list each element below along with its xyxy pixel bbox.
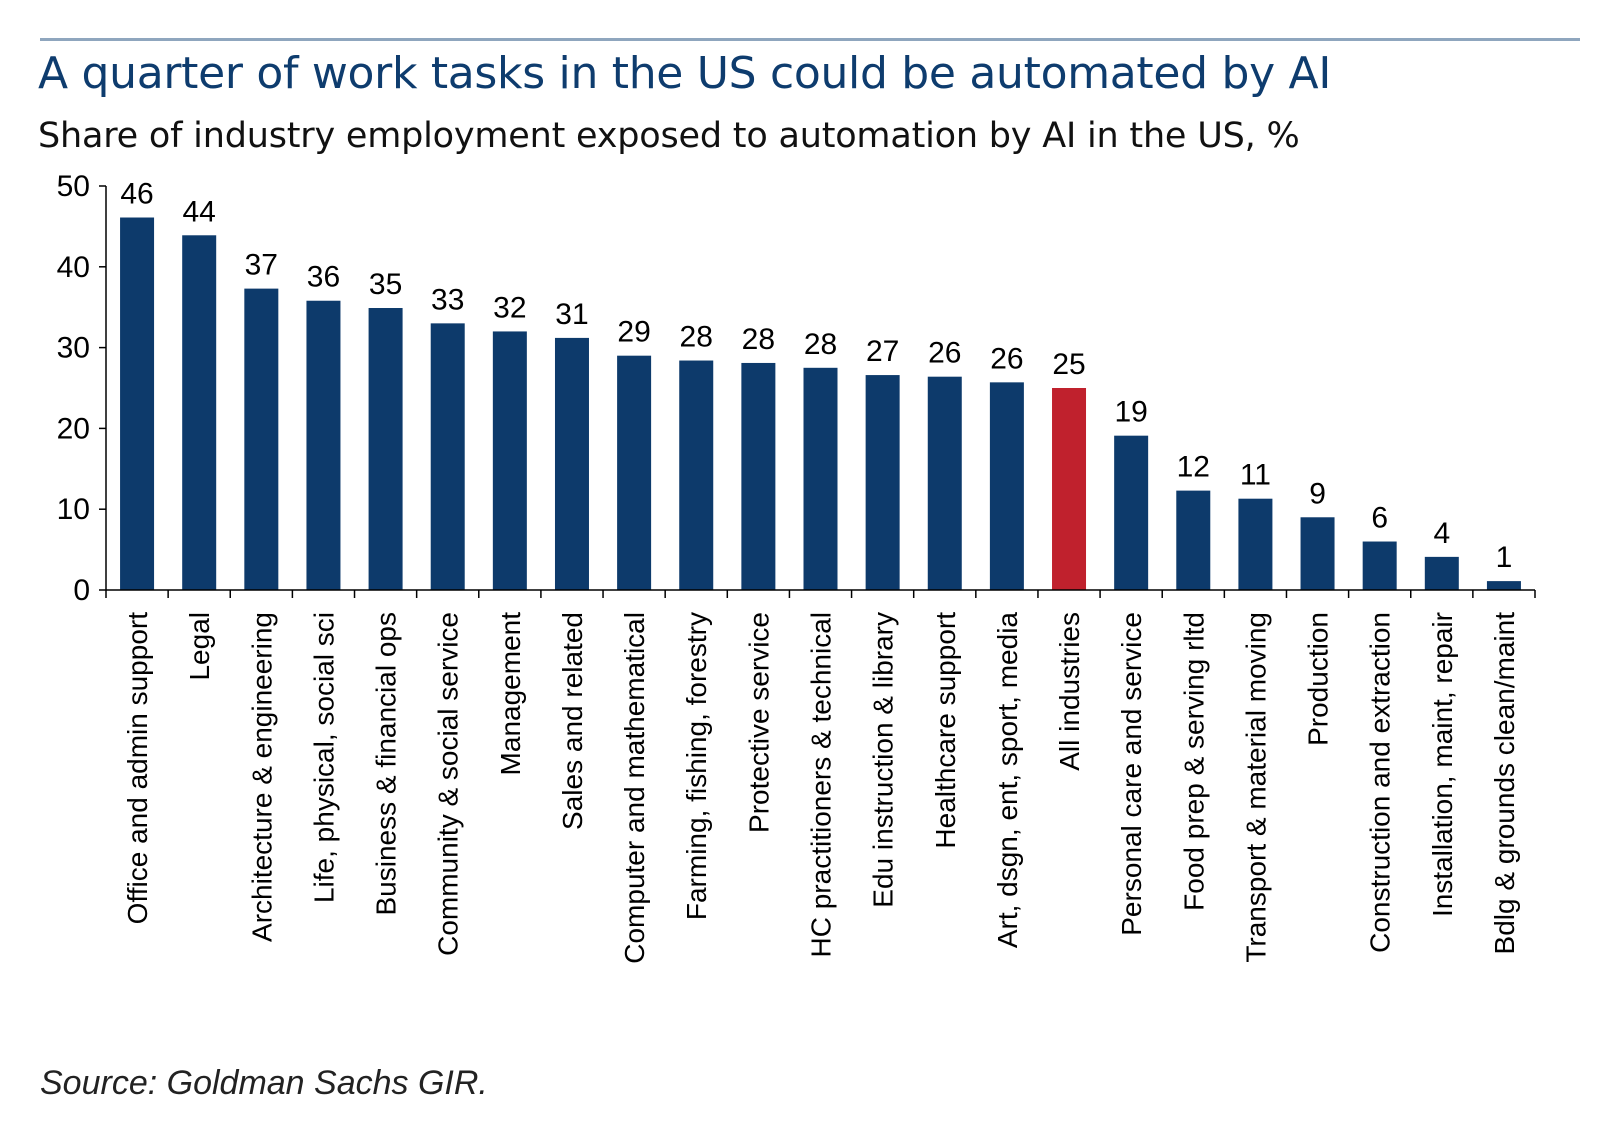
y-tick-label: 10 [57, 493, 90, 526]
bar [1486, 581, 1521, 590]
category-label: Computer and mathematical [619, 612, 650, 964]
category-label: Personal care and service [1116, 612, 1147, 936]
y-tick-label: 40 [57, 251, 90, 284]
data-label: 31 [555, 298, 588, 331]
category-label: Installation, maint, repair [1427, 612, 1458, 917]
category-label: HC practitioners & technical [806, 612, 837, 957]
category-label: All industries [1054, 612, 1085, 771]
source-note: Source: Goldman Sachs GIR. [40, 1064, 488, 1102]
data-label: 6 [1371, 502, 1388, 535]
bar [617, 355, 652, 590]
bar [989, 382, 1024, 590]
category-label: Protective service [743, 612, 774, 833]
y-tick-label: 50 [57, 170, 90, 203]
data-label: 33 [431, 283, 464, 316]
chart-subtitle: Share of industry employment exposed to … [38, 116, 1300, 156]
data-label: 29 [617, 316, 650, 349]
data-label: 46 [120, 178, 153, 211]
category-label: Construction and extraction [1365, 612, 1396, 953]
category-label: Office and admin support [122, 612, 153, 925]
data-label: 28 [680, 321, 713, 354]
bar [1176, 490, 1211, 590]
bar [1114, 435, 1149, 590]
category-label: Farming, fishing, forestry [681, 612, 712, 920]
category-label: Community & social service [433, 612, 464, 956]
category-label: Life, physical, social sci [308, 612, 339, 903]
bar [927, 376, 962, 590]
category-label: Healthcare support [930, 612, 961, 849]
data-label: 28 [742, 323, 775, 356]
category-label: Business & financial ops [371, 612, 402, 916]
data-label: 1 [1496, 541, 1513, 574]
category-label: Management [495, 612, 526, 776]
bar [741, 362, 776, 590]
y-tick-label: 0 [73, 574, 90, 607]
y-tick-label: 20 [57, 412, 90, 445]
bar [306, 300, 341, 590]
category-label: Legal [184, 612, 215, 681]
data-label: 27 [866, 335, 899, 368]
data-label: 26 [990, 342, 1023, 375]
category-label: Edu instruction & library [868, 612, 899, 908]
bar [244, 288, 279, 590]
chart-title: A quarter of work tasks in the US could … [38, 48, 1331, 99]
data-label: 35 [369, 268, 402, 301]
bar [430, 323, 465, 590]
bar [554, 337, 589, 590]
bar [492, 331, 527, 590]
data-label: 4 [1433, 517, 1450, 550]
bar [120, 217, 155, 590]
bar [1238, 498, 1273, 590]
data-label: 36 [307, 261, 340, 294]
data-label: 28 [804, 328, 837, 361]
data-label: 37 [245, 249, 278, 282]
category-label: Production [1303, 612, 1334, 746]
category-label: Sales and related [557, 612, 588, 830]
category-label: Art, dsgn, ent, sport, media [992, 612, 1023, 949]
bar [865, 375, 900, 590]
bar [1424, 556, 1459, 590]
data-label: 32 [493, 291, 526, 324]
data-label: 19 [1114, 396, 1147, 429]
data-label: 26 [928, 337, 961, 370]
category-label: Architecture & engineering [246, 612, 277, 942]
bar [803, 367, 838, 590]
bar [182, 235, 217, 590]
category-label: Bdlg & grounds clean/maint [1489, 612, 1520, 955]
bar [679, 360, 714, 590]
bar-highlight [1052, 388, 1087, 590]
data-label: 25 [1052, 348, 1085, 381]
data-label: 11 [1240, 459, 1271, 492]
bar [1362, 541, 1397, 590]
data-label: 44 [183, 195, 216, 228]
top-rule [40, 38, 1580, 41]
bar [368, 308, 403, 590]
data-label: 9 [1309, 477, 1326, 510]
bar [1300, 517, 1335, 590]
y-tick-label: 30 [57, 332, 90, 365]
category-label: Transport & material moving [1240, 612, 1271, 963]
data-label: 12 [1177, 451, 1210, 484]
category-label: Food prep & serving rltd [1178, 612, 1209, 911]
